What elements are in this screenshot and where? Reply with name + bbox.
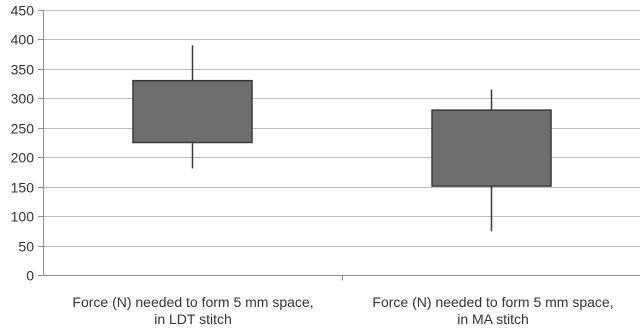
- x-category-label-ma: Force (N) needed to form 5 mm space, in …: [343, 294, 640, 328]
- x-category-label-ldt-line2: in LDT stitch: [154, 311, 232, 327]
- x-category-label-ma-line2: in MA stitch: [457, 311, 529, 327]
- x-category-label-ma-line1: Force (N) needed to form 5 mm space,: [372, 294, 614, 310]
- y-axis-ticks: 0 50 100 150 200 250 300 350 400 450: [11, 3, 43, 284]
- y-tick-label-200: 200: [11, 150, 35, 166]
- y-tick-label-350: 350: [11, 62, 35, 78]
- y-tick-label-0: 0: [26, 268, 34, 284]
- y-tick-label-250: 250: [11, 121, 35, 137]
- y-tick-label-150: 150: [11, 180, 35, 196]
- box-1: [431, 109, 552, 187]
- boxes: [132, 45, 552, 232]
- y-tick-label-50: 50: [18, 239, 34, 255]
- box-0: [132, 79, 253, 144]
- y-tick-label-400: 400: [11, 32, 35, 48]
- y-tick-label-300: 300: [11, 91, 35, 107]
- x-category-label-ldt: Force (N) needed to form 5 mm space, in …: [43, 294, 343, 328]
- y-tick-label-450: 450: [11, 3, 35, 19]
- x-category-label-ldt-line1: Force (N) needed to form 5 mm space,: [72, 294, 314, 310]
- y-tick-label-100: 100: [11, 209, 35, 225]
- axes: [43, 10, 640, 281]
